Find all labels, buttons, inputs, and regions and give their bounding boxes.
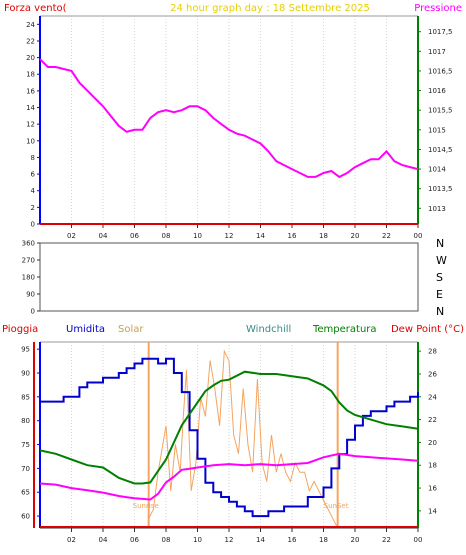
hour-tick-label: 02 bbox=[67, 536, 76, 544]
wind-direction-axis-ticks: 360 270 180 90 0 bbox=[22, 240, 40, 316]
compass-label: N bbox=[436, 305, 444, 318]
top-grid bbox=[40, 15, 419, 224]
hour-tick-label: 10 bbox=[193, 232, 202, 240]
humidity-tick-label: 70 bbox=[21, 465, 30, 473]
windchill-label: Windchill bbox=[246, 324, 291, 335]
hour-tick-label: 16 bbox=[288, 536, 297, 544]
temperature-tick-label: 20 bbox=[428, 439, 437, 447]
pressure-series-line bbox=[39, 58, 419, 179]
hour-tick-label: 00 bbox=[414, 232, 423, 240]
compass-label: W bbox=[436, 254, 447, 267]
hour-tick-label: 16 bbox=[288, 232, 297, 240]
humidity-tick-label: 90 bbox=[21, 370, 30, 378]
hour-tick-label: 12 bbox=[225, 536, 234, 544]
dewpoint-series-line bbox=[39, 452, 419, 501]
temperature-label: Temperatura bbox=[312, 324, 377, 335]
hour-tick-label: 04 bbox=[99, 232, 108, 240]
hour-tick-label: 00 bbox=[414, 536, 423, 544]
wind-tick-label: 6 bbox=[31, 171, 36, 179]
temperature-tick-label: 22 bbox=[428, 416, 437, 424]
hour-tick-label: 18 bbox=[319, 232, 328, 240]
pressure-tick-label: 1015 bbox=[428, 126, 446, 134]
humidity-axis-ticks: 60 65 70 75 80 85 90 95 bbox=[21, 346, 40, 521]
direction-tick-label: 360 bbox=[22, 240, 35, 248]
wind-tick-label: 0 bbox=[31, 221, 35, 229]
dewpoint-label: Dew Point (°C) bbox=[391, 324, 464, 335]
hour-tick-label: 20 bbox=[351, 232, 360, 240]
direction-tick-label: 0 bbox=[31, 308, 35, 316]
hour-tick-label: 20 bbox=[351, 536, 360, 544]
temperature-tick-label: 28 bbox=[428, 348, 437, 356]
hour-tick-label: 08 bbox=[162, 232, 171, 240]
pressure-tick-label: 1013 bbox=[428, 205, 446, 213]
wind-tick-label: 16 bbox=[26, 87, 35, 95]
pressure-tick-label: 1017,5 bbox=[428, 28, 453, 36]
direction-tick-label: 90 bbox=[26, 291, 35, 299]
compass-label: E bbox=[436, 288, 443, 301]
pressure-tick-label: 1016,5 bbox=[428, 67, 453, 75]
compass-label: S bbox=[436, 271, 443, 284]
temperature-series-line bbox=[39, 370, 419, 485]
hour-tick-label: 06 bbox=[130, 536, 139, 544]
pressure-tick-label: 1014,5 bbox=[428, 146, 453, 154]
hour-tick-label: 04 bbox=[99, 536, 108, 544]
pressure-tick-label: 1013,5 bbox=[428, 185, 453, 193]
compass-label: N bbox=[436, 237, 444, 250]
temperature-tick-label: 26 bbox=[428, 370, 437, 378]
wind-tick-label: 8 bbox=[31, 154, 35, 162]
hour-tick-label: 14 bbox=[256, 232, 265, 240]
pressure-tick-label: 1015,5 bbox=[428, 107, 453, 115]
hour-tick-label: 06 bbox=[130, 232, 139, 240]
pressure-label: Pressione bbox=[414, 3, 462, 14]
wind-tick-label: 20 bbox=[26, 54, 35, 62]
pressure-tick-label: 1017 bbox=[428, 48, 446, 56]
wind-tick-label: 10 bbox=[26, 137, 35, 145]
wind-tick-label: 22 bbox=[26, 37, 35, 45]
hour-tick-label: 02 bbox=[67, 232, 76, 240]
hour-tick-label: 10 bbox=[193, 536, 202, 544]
humidity-tick-label: 95 bbox=[21, 346, 30, 354]
hour-tick-label: 22 bbox=[382, 536, 391, 544]
temperature-tick-label: 18 bbox=[428, 462, 437, 470]
humidity-label: Umidita bbox=[66, 324, 105, 335]
hour-tick-label: 14 bbox=[256, 536, 265, 544]
temperature-tick-label: 24 bbox=[428, 393, 437, 401]
wind-tick-label: 12 bbox=[26, 121, 35, 129]
rain-label: Pioggia bbox=[2, 324, 38, 335]
direction-tick-label: 180 bbox=[22, 274, 35, 282]
humidity-tick-label: 80 bbox=[21, 417, 30, 425]
humidity-tick-label: 85 bbox=[21, 393, 30, 401]
wind-tick-label: 14 bbox=[26, 104, 35, 112]
hour-tick-label: 18 bbox=[319, 536, 328, 544]
chart-title: 24 hour graph day : 18 Settembre 2025 bbox=[170, 3, 370, 14]
humidity-series-line bbox=[40, 357, 419, 518]
temperature-tick-label: 14 bbox=[428, 507, 437, 515]
humidity-tick-label: 65 bbox=[21, 489, 30, 497]
wind-label: Forza vento( bbox=[4, 3, 67, 14]
wind-tick-label: 18 bbox=[26, 71, 35, 79]
wind-tick-label: 2 bbox=[31, 204, 35, 212]
pressure-tick-label: 1014 bbox=[428, 166, 446, 174]
sunset-label: SunSet bbox=[324, 502, 349, 510]
sunrise-label: Sunrise bbox=[133, 502, 159, 510]
temperature-tick-label: 16 bbox=[428, 485, 437, 493]
hour-tick-label: 22 bbox=[382, 232, 391, 240]
wind-tick-label: 4 bbox=[31, 187, 36, 195]
hour-tick-label: 08 bbox=[162, 536, 171, 544]
solar-series-line bbox=[148, 349, 339, 529]
humidity-tick-label: 60 bbox=[21, 513, 30, 521]
wind-tick-label: 24 bbox=[26, 21, 35, 29]
pressure-tick-label: 1016 bbox=[428, 87, 446, 95]
direction-tick-label: 270 bbox=[22, 257, 35, 265]
pressure-axis-ticks: 1013 1013,5 1014 1014,5 1015 1015,5 1016 1016,5… bbox=[418, 28, 453, 213]
solar-label: Solar bbox=[118, 324, 144, 335]
temperature-axis-ticks: 14 16 18 20 22 24 26 28 bbox=[418, 348, 437, 515]
humidity-tick-label: 75 bbox=[21, 441, 30, 449]
hour-tick-label: 12 bbox=[225, 232, 234, 240]
